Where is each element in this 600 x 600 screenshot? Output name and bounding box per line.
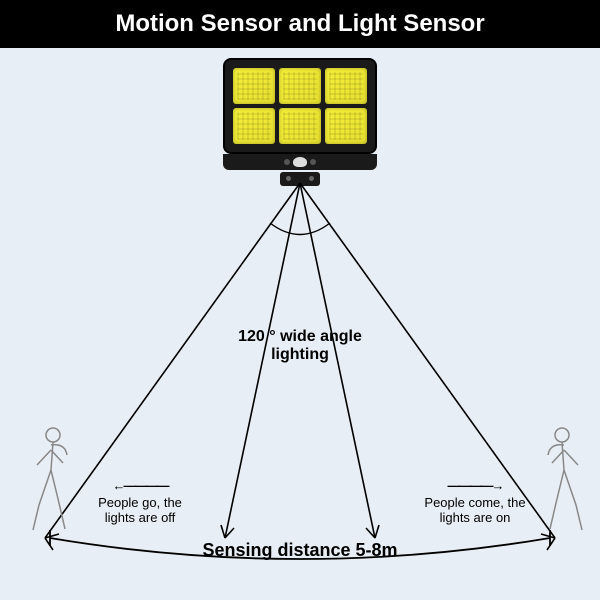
arrow-right-icon: ————→	[400, 478, 550, 493]
arrowhead	[366, 525, 379, 538]
pir-sensor-icon	[293, 157, 307, 167]
distance-text: Sensing distance 5-8m	[202, 540, 397, 560]
led-cell	[325, 68, 367, 104]
caption-right-line2: lights are on	[440, 510, 511, 525]
distance-label: Sensing distance 5-8m	[202, 540, 397, 561]
diagram-area: 120 ° wide angle lighting ←———— People g…	[0, 48, 600, 600]
caption-right-line1: People come, the	[424, 495, 525, 510]
led-panel	[223, 58, 377, 154]
led-cell	[279, 68, 321, 104]
led-cell	[325, 108, 367, 144]
led-cell	[233, 108, 275, 144]
sensor-bar	[223, 154, 377, 170]
mount-bracket	[280, 172, 320, 186]
arrowhead	[221, 525, 234, 538]
title-bar: Motion Sensor and Light Sensor	[0, 0, 600, 48]
angle-text-2: lighting	[238, 346, 362, 364]
person-leaving-icon	[25, 425, 75, 540]
caption-right: ————→ People come, the lights are on	[400, 478, 550, 525]
sensor-dot	[310, 159, 316, 165]
angle-text-1: 120 ° wide angle	[238, 328, 362, 345]
title-text: Motion Sensor and Light Sensor	[115, 10, 484, 37]
angle-label: 120 ° wide angle lighting	[238, 328, 362, 364]
angle-arc	[270, 223, 330, 235]
caption-left: ←———— People go, the lights are off	[70, 478, 210, 525]
sensor-dot	[284, 159, 290, 165]
arrow-left-icon: ←————	[70, 478, 210, 493]
solar-light-fixture	[223, 58, 377, 186]
led-cell	[279, 108, 321, 144]
caption-left-line2: lights are off	[105, 510, 176, 525]
led-cell	[233, 68, 275, 104]
caption-left-line1: People go, the	[98, 495, 182, 510]
